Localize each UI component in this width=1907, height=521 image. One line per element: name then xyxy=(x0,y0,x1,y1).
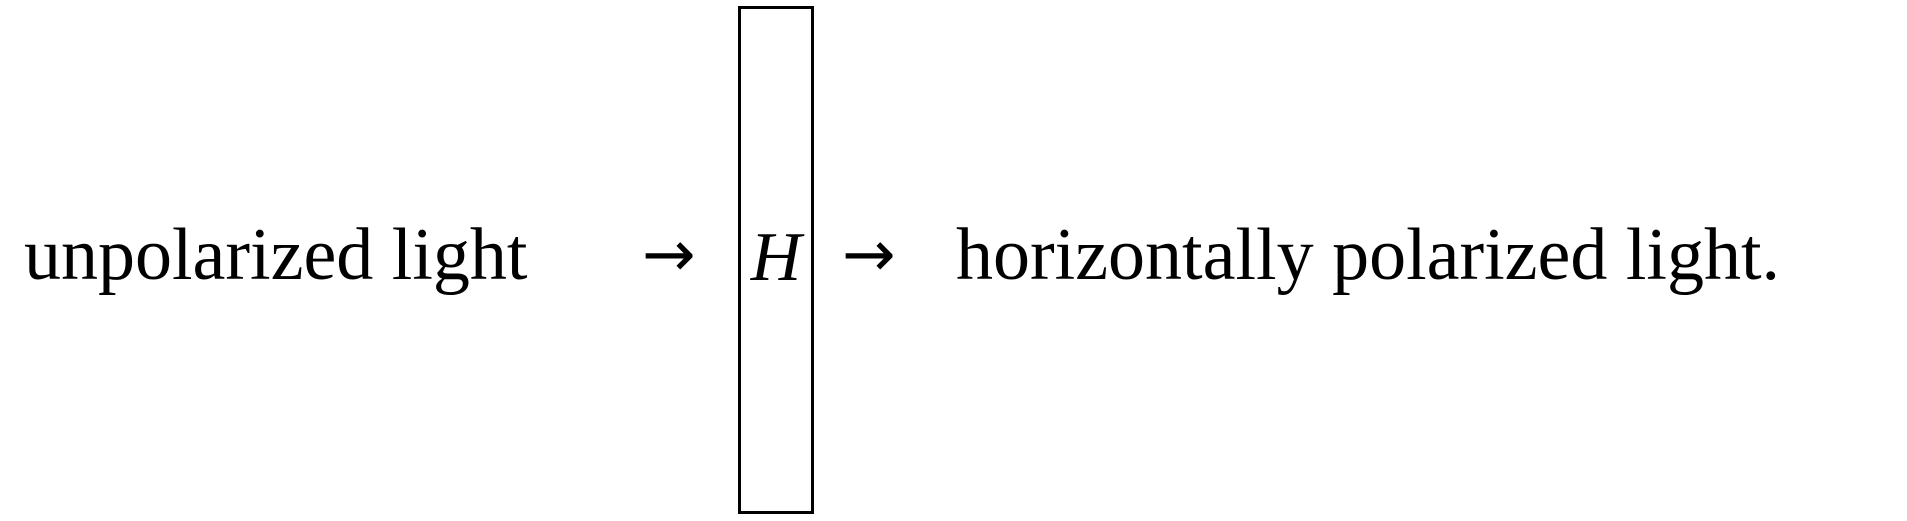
arrow-right-icon: → xyxy=(842,218,896,292)
horizontal-polarizer-filter: H xyxy=(738,6,814,514)
arrow-right-icon: → xyxy=(642,218,696,292)
output-label: horizontally polarized light. xyxy=(956,214,1781,296)
filter-symbol: H xyxy=(750,219,802,296)
input-label: unpolarized light xyxy=(24,214,528,296)
